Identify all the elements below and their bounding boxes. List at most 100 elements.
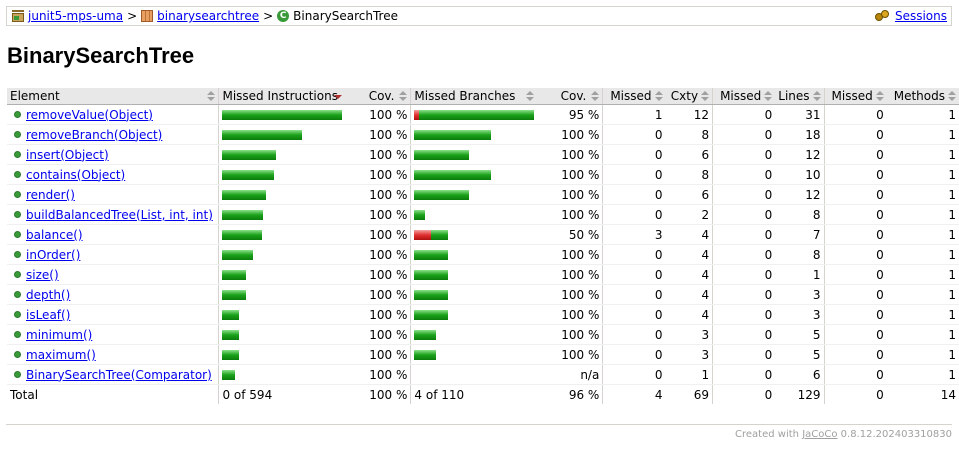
header-missed-instructions[interactable]: Missed Instructions	[218, 88, 346, 105]
missed-complexity: 0	[602, 204, 666, 225]
lines: 6	[775, 364, 825, 385]
header-complexity[interactable]: Cxty	[665, 88, 713, 105]
covered-bar-segment	[414, 329, 437, 340]
branches-coverage: 100 %	[537, 324, 603, 345]
missed-complexity: 0	[602, 244, 666, 265]
header-branches-coverage[interactable]: Cov.	[537, 88, 603, 105]
method-link[interactable]: size()	[26, 267, 59, 282]
method-link[interactable]: removeBranch(Object)	[26, 127, 163, 142]
method-icon	[14, 370, 21, 378]
missed-lines: 0	[712, 144, 776, 165]
method-link[interactable]: buildBalancedTree(List, int, int)	[26, 207, 213, 222]
method-link[interactable]: inOrder()	[26, 247, 81, 262]
method-icon	[14, 310, 21, 318]
missed-lines: 0	[712, 184, 776, 205]
header-instructions-coverage[interactable]: Cov.	[345, 88, 411, 105]
missed-methods: 0	[823, 364, 887, 385]
breadcrumb-separator: >	[263, 9, 274, 23]
total-instructions-coverage: 100 %	[345, 384, 411, 404]
covered-bar-segment	[222, 169, 275, 180]
branches-coverage-bar	[414, 105, 535, 124]
instructions-coverage-bar	[222, 125, 342, 144]
missed-lines: 0	[712, 364, 776, 385]
table-row: minimum() 100 % 100 % 0 3 0 5 0 1	[7, 324, 959, 345]
method-link[interactable]: render()	[26, 187, 75, 202]
header-missed-lines[interactable]: Missed	[712, 88, 776, 105]
sort-icon	[812, 91, 821, 101]
instructions-coverage-bar	[222, 245, 342, 264]
table-row: removeBranch(Object) 100 % 100 % 0 8 0 18 0 1	[7, 124, 959, 145]
header-missed-methods[interactable]: Missed	[823, 88, 887, 105]
missed-methods: 0	[823, 284, 887, 305]
jacoco-link[interactable]: JaCoCo	[802, 429, 838, 440]
sort-icon	[207, 91, 216, 101]
method-link[interactable]: maximum()	[26, 347, 96, 362]
branches-coverage-bar	[414, 365, 534, 384]
total-row: Total 0 of 594 100 % 4 of 110 96 % 4 69 …	[7, 384, 959, 404]
missed-lines: 0	[712, 164, 776, 185]
header-methods[interactable]: Methods	[886, 88, 959, 105]
table-row: contains(Object) 100 % 100 % 0 8 0 10 0 1	[7, 164, 959, 185]
missed-methods: 0	[823, 324, 887, 345]
header-missed-complexity[interactable]: Missed	[602, 88, 666, 105]
method-link[interactable]: removeValue(Object)	[26, 107, 153, 122]
total-lines: 129	[775, 384, 825, 404]
method-link[interactable]: BinarySearchTree(Comparator)	[26, 367, 212, 382]
covered-bar-segment	[222, 309, 240, 320]
instructions-coverage: 100 %	[345, 364, 411, 385]
lines: 7	[775, 224, 825, 245]
sort-icon	[591, 91, 600, 101]
branches-coverage: 100 %	[537, 204, 603, 225]
lines: 5	[775, 324, 825, 345]
covered-bar-segment	[414, 189, 470, 200]
method-link[interactable]: depth()	[26, 287, 71, 302]
missed-methods: 0	[823, 224, 887, 245]
branches-coverage: 100 %	[537, 124, 603, 145]
method-link[interactable]: contains(Object)	[26, 167, 126, 182]
covered-bar-segment	[414, 209, 426, 220]
covered-bar-segment	[222, 249, 254, 260]
instructions-coverage: 100 %	[345, 304, 411, 325]
table-row: render() 100 % 100 % 0 6 0 12 0 1	[7, 184, 959, 205]
branches-coverage-bar	[414, 125, 534, 144]
instructions-coverage-bar	[222, 205, 342, 224]
breadcrumb-package-link[interactable]: binarysearchtree	[157, 9, 260, 23]
total-instructions: 0 of 594	[218, 384, 346, 404]
methods: 1	[886, 304, 959, 325]
coverage-table: Element Missed Instructions Cov. Missed …	[7, 88, 959, 404]
branches-coverage: 100 %	[537, 144, 603, 165]
branches-coverage-bar	[414, 145, 534, 164]
branches-coverage-bar	[414, 225, 534, 244]
breadcrumb-report-link[interactable]: junit5-mps-uma	[28, 9, 124, 23]
method-link[interactable]: minimum()	[26, 327, 93, 342]
instructions-coverage: 100 %	[345, 284, 411, 305]
sessions-link[interactable]: Sessions	[894, 9, 947, 23]
covered-bar-segment	[222, 269, 247, 280]
method-link[interactable]: balance()	[26, 227, 83, 242]
instructions-coverage-bar	[222, 185, 342, 204]
methods: 1	[886, 284, 959, 305]
branches-coverage: 50 %	[537, 224, 603, 245]
branches-coverage-bar	[414, 285, 534, 304]
method-icon	[14, 170, 21, 178]
complexity: 12	[665, 104, 713, 125]
header-lines[interactable]: Lines	[775, 88, 825, 105]
covered-bar-segment	[414, 149, 470, 160]
total-missed-methods: 0	[823, 384, 887, 404]
branches-coverage-bar	[414, 345, 534, 364]
instructions-coverage: 100 %	[345, 184, 411, 205]
method-link[interactable]: isLeaf()	[26, 307, 71, 322]
missed-lines: 0	[712, 224, 776, 245]
header-element[interactable]: Element	[7, 88, 219, 105]
instructions-coverage-bar	[222, 105, 343, 124]
instructions-coverage-bar	[222, 225, 342, 244]
missed-lines: 0	[712, 264, 776, 285]
page-title: BinarySearchTree	[7, 43, 195, 68]
header-missed-branches[interactable]: Missed Branches	[410, 88, 538, 105]
complexity: 8	[665, 124, 713, 145]
instructions-coverage-bar	[222, 365, 342, 384]
sessions-icon[interactable]	[874, 10, 891, 22]
method-link[interactable]: insert(Object)	[26, 147, 109, 162]
covered-bar-segment	[222, 129, 303, 140]
covered-bar-segment	[222, 229, 263, 240]
